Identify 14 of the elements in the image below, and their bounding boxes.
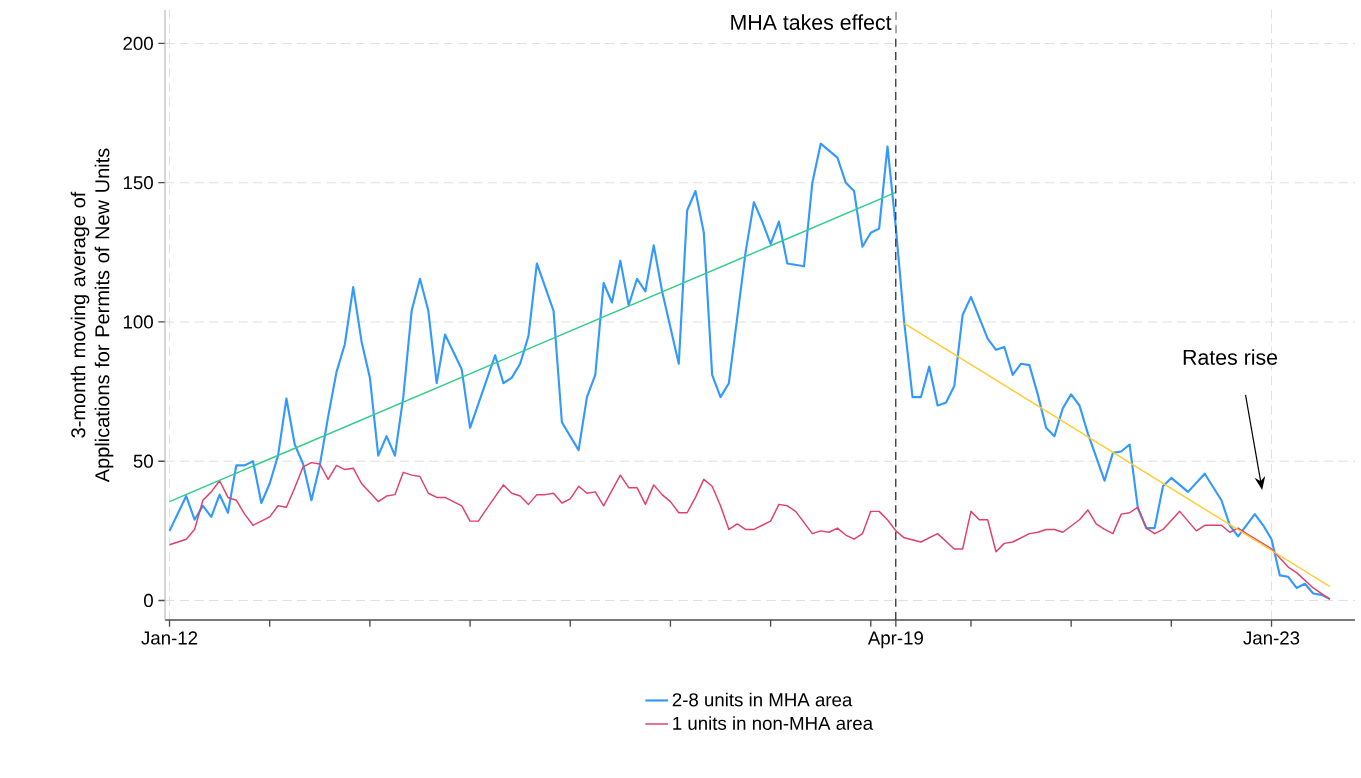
y-axis-title: 3-month moving average of Applications for Permits of New Units	[70, 148, 114, 483]
ref-line-label: MHA takes effect	[731, 14, 892, 30]
y-tick-label: 0	[144, 593, 153, 608]
annotation: Rates rise	[1183, 349, 1278, 365]
y-tick-label: 200	[123, 36, 153, 51]
y-tick-label: 50	[133, 454, 153, 468]
legend-label: 1 units in non-MHA area	[673, 716, 874, 730]
x-tick-label: Jan-23	[1243, 631, 1300, 645]
x-tick-label: Jan-12	[141, 631, 198, 645]
legend-label: 2-8 units in MHA area	[672, 692, 853, 707]
y-tick-label: 150	[123, 176, 153, 190]
x-tick-label: Apr-19	[867, 631, 923, 649]
line-series	[168, 142, 1332, 601]
y-tick-label: 100	[123, 315, 153, 329]
